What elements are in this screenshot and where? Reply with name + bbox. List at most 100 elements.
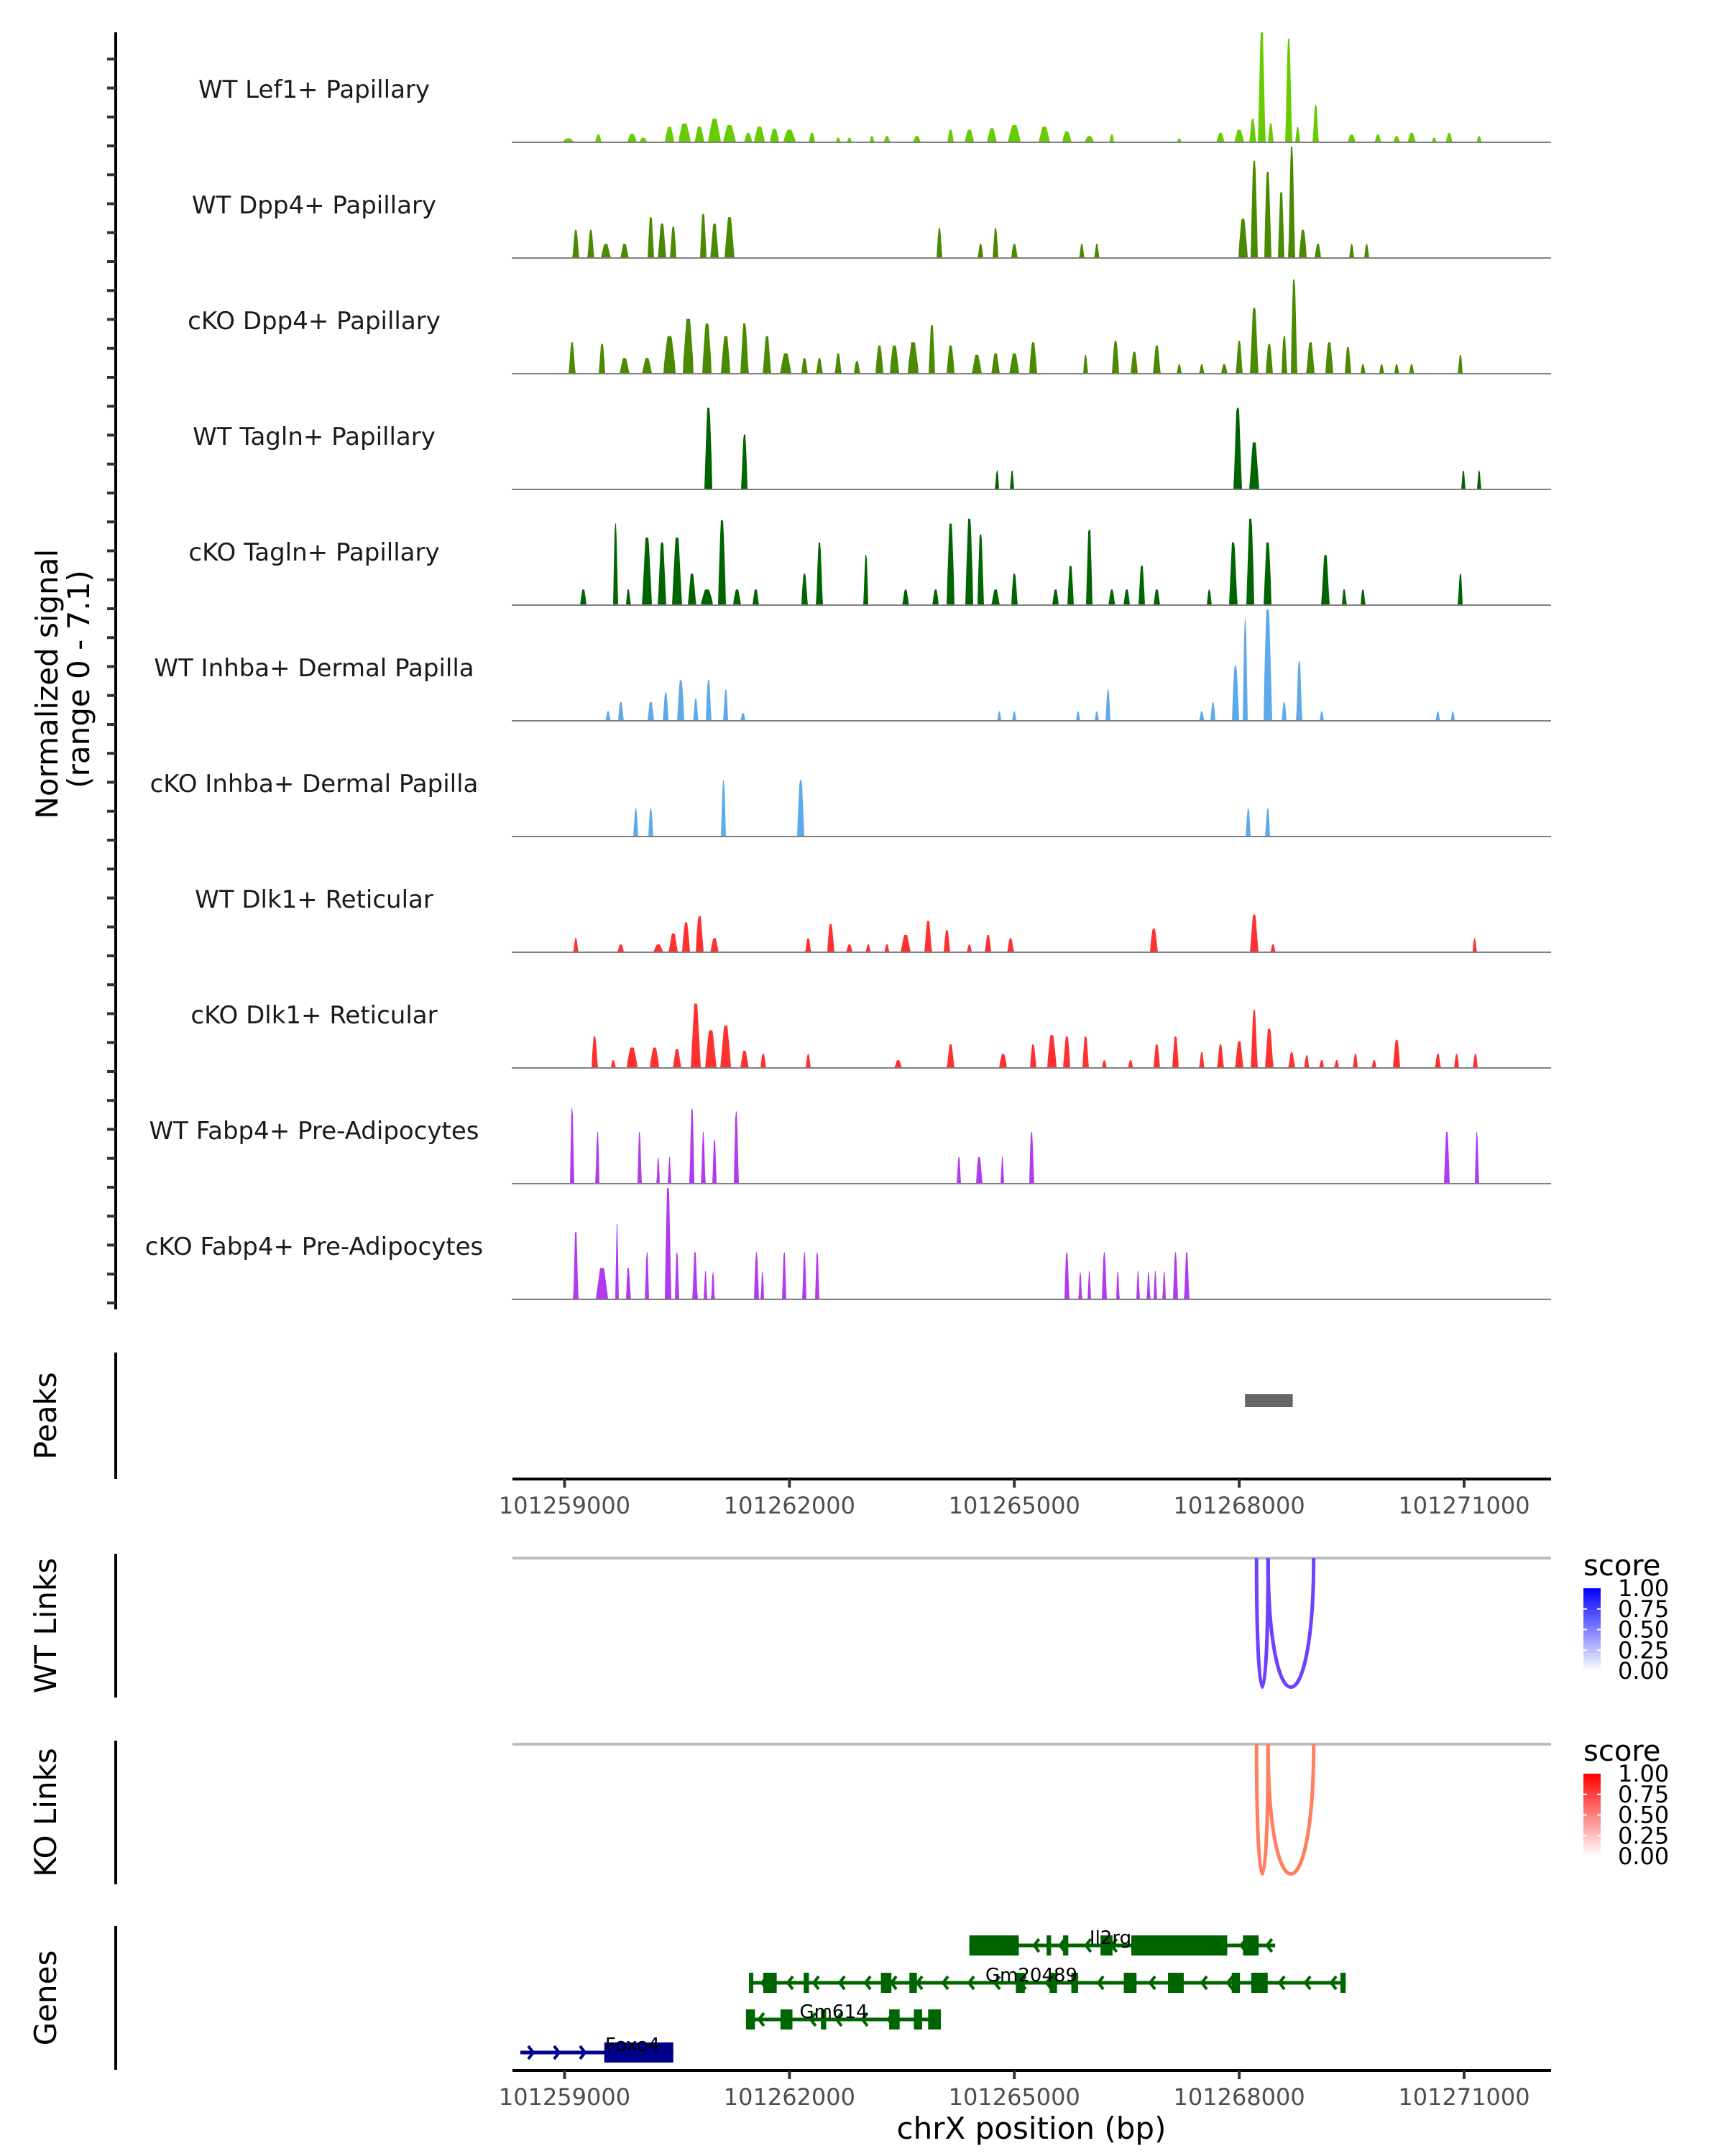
- gene-gm20489: Gm20489: [749, 1965, 1346, 1993]
- gene-exon: [909, 1973, 917, 1993]
- gene-exon: [1243, 1935, 1259, 1955]
- strand-arrow: [1096, 1975, 1105, 1991]
- link-arc: [1266, 1743, 1316, 1876]
- track-label: WT Fabp4+ Pre-Adipocytes: [150, 1117, 479, 1146]
- gene-foxo4: Foxo4: [520, 2035, 673, 2063]
- coverage-track-wt-dpp4-papillary: WT Dpp4+ Papillary: [192, 147, 1551, 259]
- y-axis-title: Normalized signal (range 0 - 7.1): [29, 539, 96, 819]
- gene-exon: [914, 2009, 922, 2030]
- strand-arrow: [863, 1975, 872, 1991]
- gene-exon: [1251, 1973, 1268, 1993]
- coverage-area: [512, 609, 1551, 721]
- gene-exon: [889, 2009, 900, 2030]
- coverage-y-ticks: [107, 57, 116, 1304]
- legend-tick-label: 1.00: [1618, 1575, 1669, 1602]
- coverage-area: [512, 1188, 1551, 1299]
- genes-track-title: Genes: [28, 1950, 63, 2046]
- strand-arrow: [527, 2045, 535, 2060]
- gene-label: Gm614: [799, 2001, 868, 2023]
- gene-exon: [1049, 1973, 1057, 1993]
- coverage-area: [512, 1108, 1551, 1184]
- gene-exon: [1016, 1973, 1025, 1993]
- legend-tick-label: 0.50: [1618, 1802, 1669, 1829]
- x-tick-label: 101268000: [1174, 2083, 1305, 2111]
- coverage-track-wt-inhba-dermal-papilla: WT Inhba+ Dermal Papilla: [154, 609, 1551, 722]
- strand-arrow: [579, 2045, 587, 2060]
- x-axis-lower: 101259000 101262000 101265000 101268000 1012…: [499, 2069, 1551, 2146]
- peaks-track-title: Peaks: [28, 1372, 63, 1460]
- strand-arrow: [967, 1975, 975, 1991]
- x-tick-label: 101271000: [1398, 1492, 1530, 1519]
- track-label: cKO Tagln+ Papillary: [188, 538, 439, 567]
- strand-arrow: [1084, 1938, 1092, 1953]
- strand-arrow: [993, 1975, 1001, 1991]
- strand-arrow: [1148, 1975, 1156, 1991]
- x-axis-upper: 101259000 101262000 101265000 101268000 1012…: [499, 1478, 1551, 1519]
- legend-tick-label: 0.25: [1618, 1636, 1669, 1664]
- peak-region: [1245, 1394, 1293, 1407]
- gene-exon: [745, 2009, 755, 2030]
- legend-tick-label: 0.00: [1618, 1843, 1669, 1870]
- coverage-area: [512, 914, 1551, 952]
- link-arc: [1254, 1557, 1270, 1689]
- coverage-track-wt-tagln-papillary: WT Tagln+ Papillary: [193, 407, 1551, 490]
- gene-exon: [780, 2009, 793, 2030]
- peaks-track: Peaks: [28, 1353, 1293, 1479]
- coverage-track-wt-fabp4-pre-adipocytes: WT Fabp4+ Pre-Adipocytes: [150, 1108, 1551, 1184]
- strand-arrow: [553, 2045, 561, 2060]
- gene-label: Il2rg: [1090, 1927, 1131, 1949]
- strand-arrow: [1200, 1975, 1208, 1991]
- track-label: cKO Dlk1+ Reticular: [190, 1001, 437, 1030]
- genes-track: Genes Il2rg Gm20489 Gm614 Foxo4: [28, 1926, 1346, 2070]
- gene-exon: [928, 2009, 942, 2030]
- gene-exon: [1063, 1935, 1069, 1955]
- coverage-track-cko-dlk1-reticular: cKO Dlk1+ Reticular: [190, 1001, 1551, 1069]
- track-label: WT Dpp4+ Papillary: [192, 191, 436, 220]
- gene-exon: [1168, 1973, 1184, 1993]
- strand-arrow: [1303, 1975, 1312, 1991]
- gene-exon: [749, 1973, 754, 1993]
- strand-arrow: [1225, 1975, 1234, 1991]
- strand-arrow: [860, 2012, 869, 2027]
- gene-exon: [604, 2042, 673, 2063]
- coverage-track-wt-dlk1-reticular: WT Dlk1+ Reticular: [195, 885, 1551, 953]
- coverage-area: [512, 407, 1551, 489]
- coverage-y-axis: [107, 32, 117, 1309]
- gene-exon: [880, 1973, 892, 1993]
- strand-arrow: [809, 2012, 817, 2027]
- link-arc: [1254, 1743, 1270, 1876]
- gene-label: Gm20489: [985, 1965, 1077, 1986]
- strand-arrow: [837, 1975, 846, 1991]
- gene-exon: [969, 1935, 1019, 1955]
- x-tick-label: 101259000: [499, 1492, 630, 1519]
- legend-tick-label: 1.00: [1618, 1760, 1669, 1787]
- coverage-track-cko-dpp4-papillary: cKO Dpp4+ Papillary: [188, 280, 1551, 374]
- coverage-track-cko-inhba-dermal-papilla: cKO Inhba+ Dermal Papilla: [150, 770, 1551, 837]
- track-label: WT Lef1+ Papillary: [198, 75, 430, 104]
- coverage-area: [512, 1003, 1551, 1068]
- coverage-area: [512, 280, 1551, 374]
- strand-arrow: [786, 1975, 794, 1991]
- track-label: cKO Dpp4+ Papillary: [188, 307, 441, 336]
- strand-arrow: [1032, 1938, 1041, 1953]
- strand-arrow: [1265, 1938, 1274, 1953]
- x-axis-upper-ticks: 101259000 101262000 101265000 101268000 1012…: [499, 1479, 1530, 1519]
- link-arc: [1266, 1557, 1316, 1689]
- gene-exon: [1131, 1935, 1228, 1955]
- coverage-track-cko-fabp4-pre-adipocytes: cKO Fabp4+ Pre-Adipocytes: [145, 1188, 1551, 1300]
- gene-exon: [1231, 1973, 1241, 1993]
- gene-exon: [763, 1973, 777, 1993]
- track-label: WT Tagln+ Papillary: [193, 423, 436, 451]
- legend-title: score: [1583, 1549, 1660, 1583]
- coverage-area: [512, 32, 1551, 143]
- x-tick-label: 101265000: [949, 1492, 1080, 1519]
- track-label: WT Inhba+ Dermal Papilla: [154, 654, 474, 683]
- x-tick-label: 101268000: [1174, 1492, 1305, 1519]
- legend-tick-label: 0.25: [1618, 1822, 1669, 1849]
- gene-exon: [1046, 1935, 1052, 1955]
- strand-arrow: [834, 2012, 843, 2027]
- coverage-tracks: WT Lef1+ Papillary WT Dpp4+ Papillary cKO …: [145, 32, 1551, 1300]
- x-tick-label: 101259000: [499, 2083, 630, 2111]
